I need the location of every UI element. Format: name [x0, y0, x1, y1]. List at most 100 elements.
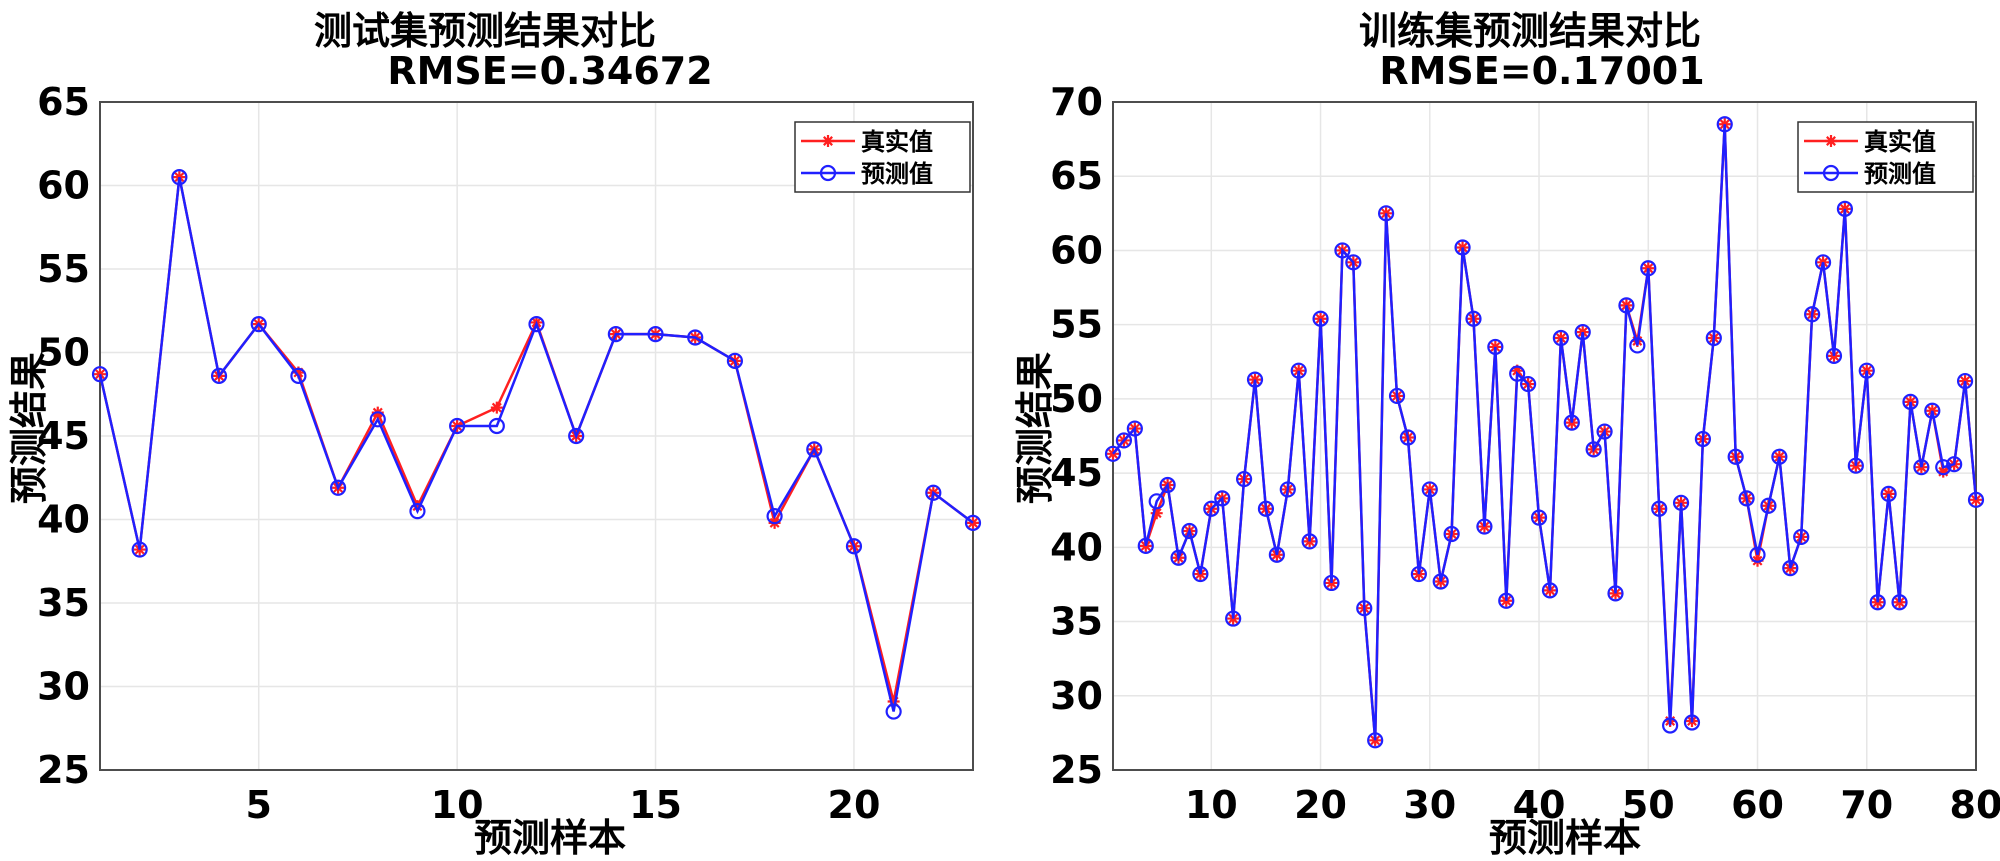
y-tick-label: 65: [37, 80, 90, 124]
data-point: [1672, 494, 1690, 511]
data-point: [1301, 533, 1318, 550]
y-tick-label: 30: [1050, 674, 1103, 718]
data-point: [131, 541, 148, 558]
legend-marker: [822, 135, 834, 147]
y-tick-label: 65: [1050, 154, 1103, 198]
data-point: [1596, 423, 1613, 440]
data-point: [1967, 491, 1985, 508]
data-point: [925, 484, 942, 501]
legend-entry: 真实值: [1804, 128, 1936, 156]
data-point: [1421, 481, 1438, 498]
data-point: [528, 316, 545, 333]
data-point: [1970, 493, 1982, 506]
data-point: [1115, 432, 1133, 449]
data-point: [1520, 375, 1537, 393]
data-point: [210, 367, 228, 384]
legend-box: [1797, 121, 1974, 193]
legend-label: 预测值: [1864, 160, 1936, 188]
data-point: [1454, 239, 1471, 256]
series-line: [1112, 124, 1978, 741]
data-point: [1170, 549, 1187, 566]
data-point: [1498, 592, 1515, 609]
x-tick-label: 10: [1185, 783, 1238, 827]
chart-title: 训练集预测结果对比: [1359, 9, 1701, 53]
y-tick-label: 60: [37, 164, 90, 208]
data-point: [1323, 574, 1340, 592]
data-point: [1651, 500, 1668, 517]
y-tick-label: 50: [37, 331, 90, 375]
chart-subtitle: RMSE=0.34672: [387, 49, 712, 93]
y-axis-label: 预测结果: [7, 352, 51, 504]
x-tick-label: 40: [1513, 783, 1566, 827]
data-point: [1356, 600, 1373, 617]
data-point: [1825, 347, 1843, 364]
axes-border: [99, 101, 974, 771]
data-point: [411, 500, 424, 513]
data-point: [1574, 323, 1591, 341]
data-point: [687, 329, 704, 346]
axes-border: [1112, 101, 1977, 771]
y-tick-label: 55: [1050, 303, 1103, 347]
data-point: [1683, 714, 1701, 731]
data-point: [885, 703, 902, 720]
data-point: [1443, 525, 1460, 543]
data-point: [1378, 205, 1395, 222]
data-point: [1268, 546, 1285, 563]
y-tick-label: 45: [1050, 451, 1103, 495]
y-tick-label: 30: [37, 665, 90, 709]
data-point: [1334, 242, 1351, 259]
legend-entry: 预测值: [1804, 160, 1936, 188]
series-line: [98, 176, 974, 712]
data-point: [1541, 582, 1559, 599]
data-point: [568, 427, 585, 445]
data-point: [250, 316, 267, 333]
data-point: [1913, 459, 1930, 476]
data-point: [766, 508, 783, 525]
data-point: [1312, 310, 1329, 327]
data-point: [329, 479, 347, 496]
y-tick-label: 35: [37, 581, 90, 625]
data-point: [488, 417, 505, 435]
data-point: [1847, 457, 1864, 474]
data-point: [1946, 456, 1963, 473]
data-point: [1760, 497, 1777, 514]
data-point: [1880, 485, 1897, 502]
data-point: [1563, 414, 1580, 431]
x-tick-label: 60: [1731, 783, 1784, 827]
x-tick-label: 15: [629, 783, 682, 827]
y-tick-label: 50: [1050, 377, 1103, 421]
data-point: [1192, 565, 1209, 583]
y-tick-label: 40: [37, 498, 90, 542]
legend-label: 真实值: [861, 128, 933, 156]
x-tick-label: 20: [828, 783, 881, 827]
data-point: [1694, 430, 1711, 448]
data-point: [1629, 337, 1646, 354]
legend-box: [794, 121, 971, 193]
data-point: [967, 516, 979, 529]
data-point: [171, 169, 188, 186]
axes-frame: [1112, 101, 1977, 771]
data-point: [1749, 546, 1766, 563]
data-point: [1137, 537, 1154, 554]
data-point: [1410, 565, 1427, 583]
x-tick-label: 30: [1403, 783, 1456, 827]
data-point: [1924, 402, 1941, 419]
y-tick-label: 60: [1050, 228, 1103, 272]
data-point: [1858, 362, 1875, 379]
x-tick-label: 70: [1840, 783, 1893, 827]
data-point: [1618, 297, 1635, 314]
data-point: [607, 326, 624, 343]
data-point: [1662, 717, 1679, 734]
data-point: [1181, 522, 1198, 540]
data-point: [490, 401, 503, 414]
x-tick-label: 10: [431, 783, 484, 827]
data-point: [1804, 306, 1821, 323]
data-point: [1891, 594, 1908, 611]
data-point: [1150, 507, 1163, 520]
y-tick-label: 25: [1050, 748, 1103, 792]
data-point: [91, 366, 109, 383]
data-point: [449, 417, 466, 435]
